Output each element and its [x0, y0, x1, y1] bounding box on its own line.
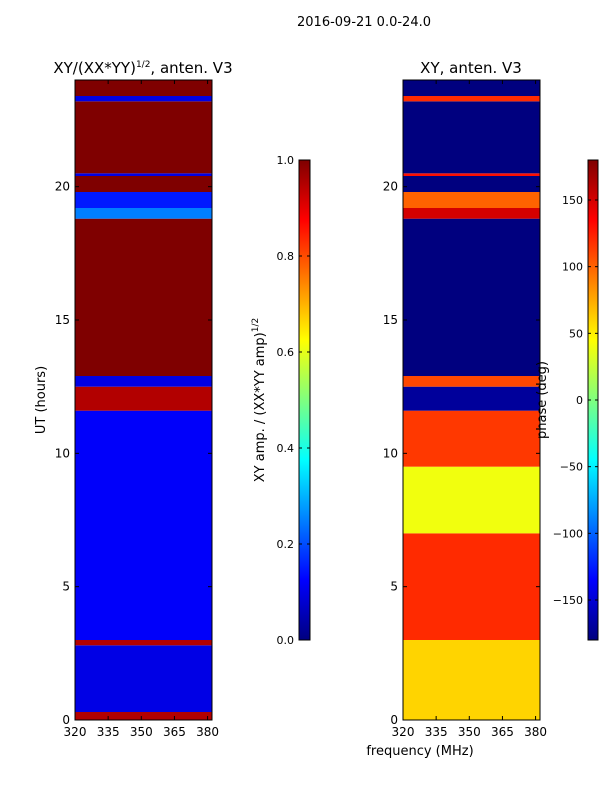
figure-suptitle: 2016-09-21 0.0-24.0 [297, 15, 431, 30]
panel2-frame [402, 79, 541, 721]
panel1-band-7 [75, 208, 212, 219]
panel1-title-sup: 1/2 [136, 60, 150, 70]
colorbar1-gradient [298, 159, 311, 641]
colorbar1-tick-label-4: 0.8 [277, 250, 295, 263]
panel1-xtick-label-2: 350 [130, 725, 153, 739]
colorbar1-tick-label-0: 0.0 [277, 634, 295, 647]
colorbar1-label: XY amp. / (XX*YY amp)1/2 [251, 318, 268, 482]
panel2-xtick-label-2: 350 [458, 725, 481, 739]
panel2-band-6 [403, 218, 540, 376]
panel1-band-0 [75, 712, 212, 720]
panel1-frame [74, 79, 213, 721]
panel1-ytick-label-4: 20 [55, 180, 70, 194]
panel2-xtick-label-0: 320 [392, 725, 415, 739]
panel2-band-10 [403, 173, 540, 176]
panel1-title-suffix: , anten. V3 [150, 59, 232, 77]
panel2-ytick-label-0: 0 [390, 713, 398, 727]
panel1-heatmap [75, 80, 212, 720]
panel1-ytick-label-0: 0 [62, 713, 70, 727]
panel2-band-13 [403, 80, 540, 96]
panel2-y-axis: 0 5 10 15 20 [383, 180, 540, 727]
panel1-ytick-label-2: 10 [55, 446, 70, 460]
panel2-xtick-label-4: 380 [524, 725, 547, 739]
panel2-band-1 [403, 533, 540, 640]
panel2-title: XY, anten. V3 [420, 59, 522, 77]
panel1-band-5 [75, 376, 212, 387]
colorbar2-axis: −150 −100 −50 0 50 100 150 [553, 194, 598, 607]
colorbar1-tick-label-5: 1.0 [277, 154, 295, 167]
colorbar1-axis: 0.0 0.2 0.4 0.6 0.8 1.0 [277, 154, 310, 647]
panel1-ytick-label-1: 5 [62, 580, 70, 594]
panel1-band-12 [75, 96, 212, 102]
y-axis-label: UT (hours) [34, 366, 49, 434]
panel1-band-3 [75, 410, 212, 640]
panel2-ytick-label-3: 15 [383, 313, 398, 327]
colorbar1-tick-label-2: 0.4 [277, 442, 295, 455]
x-axis-label: frequency (MHz) [366, 744, 473, 759]
colorbar1-tick-label-3: 0.6 [277, 346, 295, 359]
panel1-xtick-label-4: 380 [196, 725, 219, 739]
panel2-band-4 [403, 386, 540, 411]
panel2-band-12 [403, 96, 540, 102]
panel1-band-2 [75, 640, 212, 646]
colorbar1-tick-label-1: 0.2 [277, 538, 295, 551]
colorbar2-tick-label-2: −50 [560, 461, 583, 474]
panel1-x-axis: 320 335 350 365 380 [64, 80, 219, 739]
panel1-band-4 [75, 386, 212, 411]
colorbar2-tick-label-3: 0 [576, 394, 583, 407]
panel2-band-7 [403, 208, 540, 219]
colorbar2-tick-label-4: 50 [569, 327, 583, 340]
panel1-band-10 [75, 173, 212, 176]
panel1-y-axis: 0 5 10 15 20 [55, 180, 212, 727]
panel2-band-8 [403, 192, 540, 208]
panel2-band-0 [403, 640, 540, 720]
panel2-xtick-label-1: 335 [425, 725, 448, 739]
panel1-band-1 [75, 645, 212, 712]
panel1-band-8 [75, 192, 212, 208]
panel2-band-3 [403, 410, 540, 467]
panel1-band-11 [75, 101, 212, 174]
panel1-title-main: XY/(XX*YY) [53, 59, 136, 77]
colorbar1-label-sup: 1/2 [251, 318, 261, 332]
panel1-band-13 [75, 80, 212, 96]
panel2-band-11 [403, 101, 540, 174]
panel2-x-axis: 320 335 350 365 380 [392, 80, 547, 739]
colorbar2-tick-label-5: 100 [562, 261, 583, 274]
panel1-band-6 [75, 218, 212, 376]
panel2-ytick-label-4: 20 [383, 180, 398, 194]
colorbar2-label: phase (deg) [535, 361, 550, 439]
panel2-band-2 [403, 466, 540, 534]
panel2-heatmap [403, 80, 540, 720]
panel2-xtick-label-3: 365 [491, 725, 514, 739]
panel2-ytick-label-2: 10 [383, 446, 398, 460]
panel1-ytick-label-3: 15 [55, 313, 70, 327]
panel2-band-9 [403, 176, 540, 192]
panel1-xtick-label-3: 365 [163, 725, 186, 739]
panel2-ytick-label-1: 5 [390, 580, 398, 594]
panel1-xtick-label-0: 320 [64, 725, 87, 739]
panel1-title: XY/(XX*YY)1/2, anten. V3 [53, 59, 232, 77]
colorbar2-tick-label-0: −150 [553, 594, 583, 607]
panel2-band-5 [403, 376, 540, 387]
panel1-xtick-label-1: 335 [97, 725, 120, 739]
colorbar2-tick-label-6: 150 [562, 194, 583, 207]
colorbar1-label-main: XY amp. / (XX*YY amp) [253, 332, 268, 482]
panel1-band-9 [75, 176, 212, 192]
colorbar2-tick-label-1: −100 [553, 527, 583, 540]
